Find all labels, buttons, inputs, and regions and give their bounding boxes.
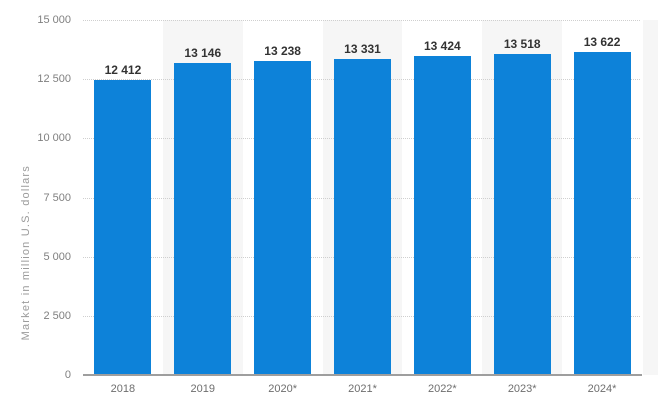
x-axis-line: [83, 374, 642, 376]
bar-value-label-2021*: 13 331: [344, 41, 381, 56]
bar-value-label-2024*: 13 622: [583, 34, 621, 49]
bar-value-label-2019: 13 146: [184, 45, 222, 60]
x-tick-label-2023*: 2023*: [507, 383, 537, 395]
y-tick-label: 12 500: [37, 73, 71, 86]
y-tick-label: 0: [64, 369, 71, 381]
bar-value-label-2022*: 13 424: [423, 39, 461, 54]
bar-2022*[interactable]: [413, 56, 471, 374]
bar-value-label-2018: 12 412: [104, 63, 142, 78]
y-tick-label: 7 500: [43, 191, 71, 204]
bar-value-label-2020*: 13 238: [264, 43, 301, 58]
bar-2021*[interactable]: [334, 58, 391, 374]
y-tick-label: 15 000: [37, 14, 71, 26]
column-band-partial: [643, 20, 658, 375]
x-tick-label-2022*: 2022*: [427, 383, 457, 395]
y-tick-label: 5 000: [43, 250, 71, 263]
bar-2023*[interactable]: [493, 54, 551, 374]
plot-area: 12 412 13 146 13 238 13 331 13 424 13 518 13 6…: [83, 20, 642, 375]
x-tick-label-2019: 2019: [190, 383, 216, 395]
y-tick-label: 10 000: [37, 132, 71, 145]
bar-2024*[interactable]: [573, 51, 631, 374]
x-tick-label-2024*: 2024*: [587, 383, 617, 395]
gridline-15000: [83, 20, 640, 21]
x-tick-label-2021*: 2021*: [348, 383, 377, 395]
bar-value-label-2023*: 13 518: [503, 37, 541, 52]
x-tick-label-2020*: 2020*: [268, 383, 298, 395]
bar-2018[interactable]: [94, 80, 152, 374]
x-tick-label-2018: 2018: [110, 383, 136, 395]
bar-2019[interactable]: [174, 62, 232, 374]
y-tick-label: 2 500: [43, 309, 71, 322]
bar-2020*[interactable]: [254, 60, 312, 374]
